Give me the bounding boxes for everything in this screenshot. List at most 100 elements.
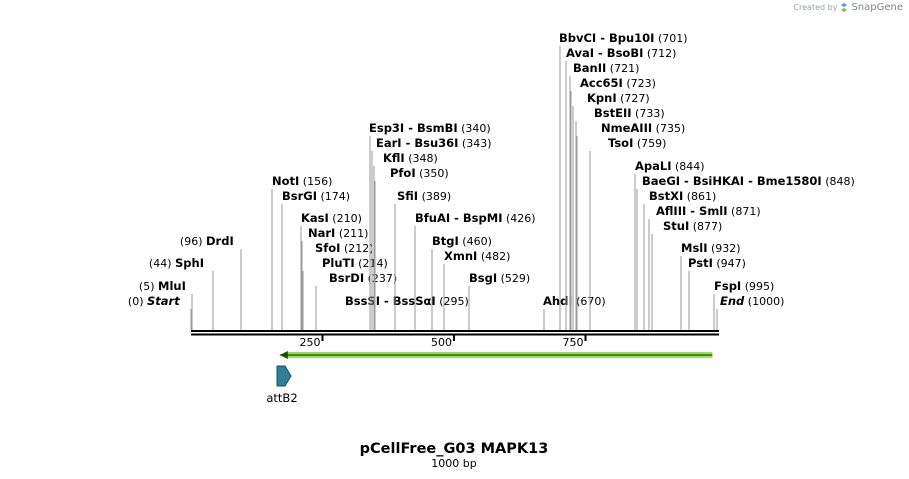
site-position: (350) [416, 167, 449, 180]
site-banii: BanII (721) [573, 61, 639, 75]
site-position: (947) [713, 257, 746, 270]
axis-tick-label: 750 [563, 336, 584, 349]
credit-brand: SnapGene [851, 2, 903, 13]
site-pfoi: PfoI (350) [390, 166, 449, 180]
site-enzyme-name: ApaLI [635, 159, 672, 173]
site-position: (995) [741, 280, 774, 293]
site-position: (460) [459, 235, 492, 248]
site-enzyme-name: AhdI [543, 294, 573, 308]
site-psti: PstI (947) [688, 256, 746, 270]
site-enzyme-name: AvaI - BsoBI [566, 46, 643, 60]
site-enzyme-name: PstI [688, 256, 713, 270]
site-position: (735) [652, 122, 685, 135]
site-bfuai-bspmi: BfuAI - BspMI (426) [415, 211, 536, 225]
site-stui: StuI (877) [663, 219, 722, 233]
site-enzyme-name: PfoI [390, 166, 416, 180]
site-mlui: (5) MluI [139, 279, 186, 293]
restriction-sites: (0) Start(5) MluI (44) SphI (96) DrdI NotI … [128, 31, 855, 330]
site-position: (861) [683, 190, 716, 203]
site-position: (932) [708, 242, 741, 255]
site-tsoi: TsoI (759) [608, 136, 666, 150]
site-position: (156) [299, 175, 332, 188]
site-enzyme-name: EarI - Bsu36I [376, 136, 458, 150]
site-bsgi: BsgI (529) [469, 271, 530, 285]
credit-prefix: Created by [793, 3, 838, 12]
site-position: (721) [606, 62, 639, 75]
site-enzyme-name: BtgI [432, 234, 459, 248]
site-enzyme-name: StuI [663, 219, 689, 233]
site-position: (348) [405, 152, 438, 165]
site-fspi: FspI (995) [714, 279, 774, 293]
site-enzyme-name: TsoI [608, 136, 633, 150]
site-position: (759) [633, 137, 666, 150]
site-nmeaiii: NmeAIII (735) [601, 121, 685, 135]
green-feature-arrowhead [279, 351, 288, 359]
site-enzyme-name: BsgI [469, 271, 497, 285]
site-enzyme-name: AflIII - SmlI [656, 204, 728, 218]
site-position: (214) [355, 257, 388, 270]
site-xmni: XmnI (482) [444, 249, 510, 263]
plasmid-length: 1000 bp [431, 457, 476, 470]
site-enzyme-name: BaeGI - BsiHKAI - Bme1580I [642, 174, 822, 188]
site-enzyme-name: KflI [383, 151, 405, 165]
site-enzyme-name: BssSI - BssSαI [345, 294, 436, 308]
site-position: (877) [689, 220, 722, 233]
site-position: (701) [654, 32, 687, 45]
site-enzyme-name: NmeAIII [601, 121, 652, 135]
site-enzyme-name: XmnI [444, 249, 477, 263]
axis-tick-label: 500 [431, 336, 452, 349]
site-enzyme-name: KpnI [587, 91, 617, 105]
site-baegi-bsihkai-bme1580i: BaeGI - BsiHKAI - Bme1580I (848) [642, 174, 855, 188]
site-esp3i-bsmbi: Esp3I - BsmBI (340) [369, 121, 491, 135]
site-btgi: BtgI (460) [432, 234, 492, 248]
snapgene-logo-icon [841, 3, 848, 12]
site-acc65i: Acc65I (723) [580, 76, 656, 90]
site-enzyme-name: NotI [272, 174, 299, 188]
site-position: (848) [822, 175, 855, 188]
site-bsssi-bsss-i: BssSI - BssSαI (295) [345, 294, 469, 308]
site-position: (529) [497, 272, 530, 285]
site-bsteii: BstEII (733) [594, 106, 665, 120]
site-ahdi: AhdI (670) [543, 294, 606, 308]
site-enzyme-name: Start [147, 294, 180, 308]
site-position: (5) [139, 280, 158, 293]
site-eari-bsu36i: EarI - Bsu36I (343) [376, 136, 492, 150]
site-position: (733) [632, 107, 665, 120]
site-position: (340) [458, 122, 491, 135]
site-drdi: (96) DrdI [180, 234, 234, 248]
site-bsrgi: BsrGI (174) [282, 189, 350, 203]
site-enzyme-name: Esp3I - BsmBI [369, 121, 458, 135]
site-enzyme-name: BfuAI - BspMI [415, 211, 502, 225]
site-enzyme-name: BstXI [649, 189, 683, 203]
site-noti: NotI (156) [272, 174, 332, 188]
site-position: (295) [436, 295, 469, 308]
snapgene-credit: Created by SnapGene [793, 2, 903, 13]
site-enzyme-name: BanII [573, 61, 606, 75]
site-apali: ApaLI (844) [635, 159, 705, 173]
site-position: (211) [335, 227, 368, 240]
attb2-feature-label: attB2 [266, 391, 297, 405]
site-enzyme-name: End [720, 294, 745, 308]
site-position: (482) [477, 250, 510, 263]
site-enzyme-name: DrdI [206, 234, 234, 248]
site-enzyme-name: KasI [301, 211, 329, 225]
site-pluti: PluTI (214) [322, 256, 388, 270]
site-position: (426) [502, 212, 535, 225]
site-position: (210) [329, 212, 362, 225]
site-enzyme-name: SfoI [315, 241, 340, 255]
site-msli: MslI (932) [681, 241, 741, 255]
site-enzyme-name: FspI [714, 279, 741, 293]
site-position: (174) [317, 190, 350, 203]
site-enzyme-name: PluTI [322, 256, 355, 270]
site-position: (1000) [744, 295, 784, 308]
site-position: (0) [128, 295, 147, 308]
site-sfii: SfiI (389) [397, 189, 451, 203]
site-kasi: KasI (210) [301, 211, 362, 225]
site-enzyme-name: Acc65I [580, 76, 623, 90]
site-nari: NarI (211) [308, 226, 368, 240]
axis-tick-label: 250 [300, 336, 321, 349]
site-bbvci-bpu10i: BbvCI - Bpu10I (701) [559, 31, 688, 45]
plasmid-name: pCellFree_G03 MAPK13 [360, 441, 549, 457]
site-enzyme-name: BbvCI - Bpu10I [559, 31, 654, 45]
